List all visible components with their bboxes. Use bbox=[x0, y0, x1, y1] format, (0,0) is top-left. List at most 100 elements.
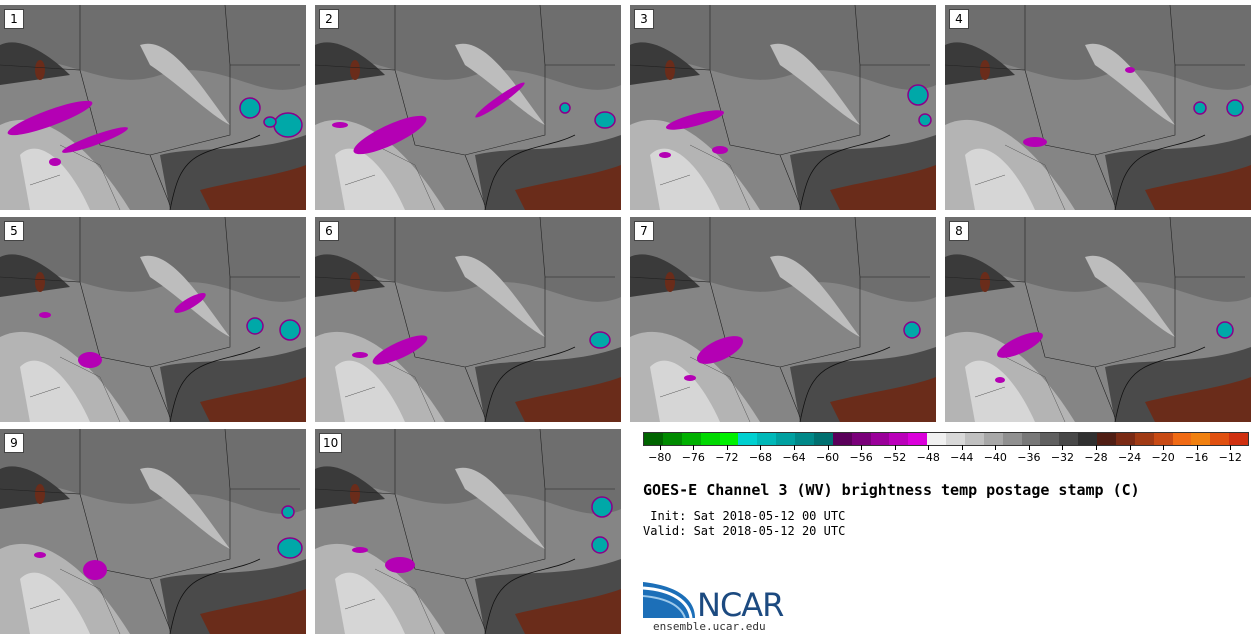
map-panel-4: 4 bbox=[945, 5, 1251, 210]
colorbar-tick bbox=[659, 445, 661, 450]
colorbar-segment bbox=[1191, 433, 1211, 445]
wv-imagery bbox=[0, 217, 306, 422]
panel-label: 5 bbox=[4, 221, 24, 241]
colorbar-segment bbox=[1059, 433, 1079, 445]
logo-url: ensemble.ucar.edu bbox=[653, 620, 766, 633]
colorbar-segment bbox=[927, 433, 946, 445]
colorbar-segment bbox=[1229, 433, 1248, 445]
colorbar-segment bbox=[946, 433, 965, 445]
colorbar-tick bbox=[1163, 445, 1165, 450]
colorbar-segment bbox=[870, 433, 890, 445]
colorbar-tick-label: −60 bbox=[815, 451, 840, 464]
colorbar bbox=[643, 432, 1249, 446]
wv-imagery bbox=[630, 217, 936, 422]
colorbar-tick bbox=[961, 445, 963, 450]
panel-label: 9 bbox=[4, 433, 24, 453]
colorbar-segment bbox=[700, 433, 720, 445]
colorbar-segment bbox=[644, 433, 663, 445]
map-panel-1: 1 bbox=[0, 5, 306, 210]
map-panel-2: 2 bbox=[315, 5, 621, 210]
colorbar-segment bbox=[795, 433, 814, 445]
colorbar-tick-label: −24 bbox=[1117, 451, 1142, 464]
colorbar-segment bbox=[776, 433, 795, 445]
colorbar-segment bbox=[1097, 433, 1116, 445]
colorbar-segment bbox=[662, 433, 682, 445]
colorbar-segment bbox=[1134, 433, 1154, 445]
colorbar-tick-label: −40 bbox=[983, 451, 1007, 464]
colorbar-tick bbox=[1028, 445, 1030, 450]
map-panel-7: 7 bbox=[630, 217, 936, 422]
colorbar-segment bbox=[851, 433, 871, 445]
colorbar-segment bbox=[813, 433, 833, 445]
map-panel-6: 6 bbox=[315, 217, 621, 422]
colorbar-tick-label: −72 bbox=[715, 451, 739, 464]
colorbar-segment bbox=[681, 433, 701, 445]
wv-imagery bbox=[945, 5, 1251, 210]
colorbar-tick bbox=[1062, 445, 1064, 450]
colorbar-tick-label: −20 bbox=[1151, 451, 1175, 464]
colorbar-tick bbox=[1196, 445, 1198, 450]
map-panel-5: 5 bbox=[0, 217, 306, 422]
colorbar-segment bbox=[1172, 433, 1192, 445]
colorbar-tick bbox=[726, 445, 728, 450]
colorbar-tick bbox=[1230, 445, 1232, 450]
colorbar-segment bbox=[1078, 433, 1097, 445]
colorbar-tick-label: −76 bbox=[681, 451, 705, 464]
colorbar-tick-label: −52 bbox=[883, 451, 907, 464]
map-panel-10: 10 bbox=[315, 429, 621, 634]
wv-imagery bbox=[315, 429, 621, 634]
colorbar-segment bbox=[1115, 433, 1135, 445]
colorbar-tick bbox=[928, 445, 930, 450]
colorbar-tick-label: −64 bbox=[782, 451, 806, 464]
colorbar-segment bbox=[908, 433, 928, 445]
colorbar-segment bbox=[983, 433, 1003, 445]
colorbar-segment bbox=[889, 433, 909, 445]
wv-imagery bbox=[630, 5, 936, 210]
panel-label: 8 bbox=[949, 221, 969, 241]
chart-title: GOES-E Channel 3 (WV) brightness temp po… bbox=[643, 481, 1140, 499]
colorbar-segment bbox=[738, 433, 758, 445]
colorbar-tick-label: −56 bbox=[849, 451, 873, 464]
colorbar-tick-label: −28 bbox=[1084, 451, 1108, 464]
map-panel-3: 3 bbox=[630, 5, 936, 210]
colorbar-tick-label: −12 bbox=[1218, 451, 1242, 464]
colorbar-segment bbox=[832, 433, 852, 445]
panel-label: 4 bbox=[949, 9, 969, 29]
colorbar-tick bbox=[861, 445, 863, 450]
map-panel-9: 9 bbox=[0, 429, 306, 634]
colorbar-segment bbox=[964, 433, 984, 445]
colorbar-tick-label: −68 bbox=[748, 451, 773, 464]
colorbar-tick-label: −48 bbox=[916, 451, 940, 464]
ncar-logo-icon bbox=[643, 582, 695, 619]
colorbar-segment bbox=[1021, 433, 1041, 445]
colorbar-tick bbox=[760, 445, 762, 450]
map-panel-8: 8 bbox=[945, 217, 1251, 422]
panel-label: 7 bbox=[634, 221, 654, 241]
panel-label: 6 bbox=[319, 221, 339, 241]
panel-label: 10 bbox=[319, 433, 343, 453]
wv-imagery bbox=[315, 5, 621, 210]
valid-time: Valid: Sat 2018-05-12 20 UTC bbox=[643, 524, 846, 538]
colorbar-tick-label: −32 bbox=[1050, 451, 1075, 464]
colorbar-tick-label: −36 bbox=[1017, 451, 1041, 464]
wv-imagery bbox=[0, 429, 306, 634]
colorbar-tick-label: −44 bbox=[950, 451, 974, 464]
colorbar-tick-label: −80 bbox=[648, 451, 672, 464]
colorbar-tick bbox=[1096, 445, 1097, 450]
wv-imagery bbox=[945, 217, 1251, 422]
colorbar-ticks: −80 −76 −72 −68 −64 −60 −56 −52 −48 −44 −40 −36 −32−… bbox=[643, 445, 1249, 467]
colorbar-segment bbox=[719, 433, 739, 445]
colorbar-tick-label: −16 bbox=[1185, 451, 1209, 464]
init-time: Init: Sat 2018-05-12 00 UTC bbox=[643, 509, 846, 523]
colorbar-segment bbox=[1210, 433, 1230, 445]
panel-label: 2 bbox=[319, 9, 339, 29]
ncar-wordmark: NCAR bbox=[697, 586, 784, 624]
colorbar-tick bbox=[894, 445, 896, 450]
colorbar-segment bbox=[757, 433, 777, 445]
colorbar-segment bbox=[1153, 433, 1173, 445]
colorbar-tick bbox=[827, 445, 829, 450]
colorbar-segment bbox=[1002, 433, 1022, 445]
wv-imagery bbox=[0, 5, 306, 210]
colorbar-tick bbox=[794, 445, 795, 450]
colorbar-tick bbox=[995, 445, 997, 450]
